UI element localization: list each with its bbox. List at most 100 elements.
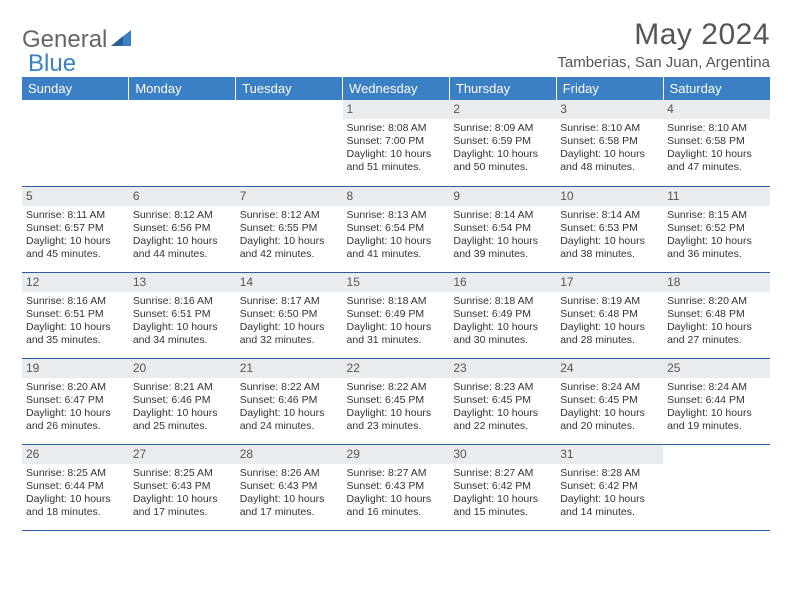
sunset-line: Sunset: 6:45 PM — [347, 394, 446, 407]
daylight-line: Daylight: 10 hours and 16 minutes. — [347, 493, 446, 519]
calendar-table: SundayMondayTuesdayWednesdayThursdayFrid… — [22, 77, 770, 531]
calendar-day-cell: 18 Sunrise: 8:20 AMSunset: 6:48 PMDayligh… — [663, 272, 770, 358]
calendar-day-cell: 14Sunrise: 8:17 AMSunset: 6:50 PMDayligh… — [236, 272, 343, 358]
sunrise-line: Sunrise: 8:10 AM — [560, 122, 659, 135]
calendar-day-cell: 8Sunrise: 8:13 AMSunset: 6:54 PMDaylight… — [343, 186, 450, 272]
weekday-header: Tuesday — [236, 77, 343, 100]
calendar-day-cell: 11Sunrise: 8:15 AMSunset: 6:52 PMDayligh… — [663, 186, 770, 272]
day-number: 16 — [449, 273, 556, 292]
sunset-line: Sunset: 6:43 PM — [133, 480, 232, 493]
daylight-line: Daylight: 10 hours and 17 minutes. — [240, 493, 339, 519]
calendar-day-cell: 10Sunrise: 8:14 AMSunset: 6:53 PMDayligh… — [556, 186, 663, 272]
calendar-week-row: 26Sunrise: 8:25 AMSunset: 6:44 PMDayligh… — [22, 444, 770, 530]
sunset-line: Sunset: 6:45 PM — [453, 394, 552, 407]
sunrise-line: Sunrise: 8:26 AM — [240, 467, 339, 480]
sunset-line: Sunset: 6:51 PM — [26, 308, 125, 321]
calendar-day-cell: 19Sunrise: 8:20 AMSunset: 6:47 PMDayligh… — [22, 358, 129, 444]
sunrise-line: Sunrise: 8:22 AM — [347, 381, 446, 394]
weekday-header: Saturday — [663, 77, 770, 100]
sunrise-line: Sunrise: 8:24 AM — [560, 381, 659, 394]
daylight-line: Daylight: 10 hours and 25 minutes. — [133, 407, 232, 433]
sunset-line: Sunset: 6:42 PM — [453, 480, 552, 493]
sunset-line: Sunset: 6:46 PM — [240, 394, 339, 407]
location: Tamberias, San Juan, Argentina — [557, 54, 770, 71]
sunrise-line: Sunrise: 8:27 AM — [453, 467, 552, 480]
daylight-line: Daylight: 10 hours and 17 minutes. — [133, 493, 232, 519]
weekday-header: Monday — [129, 77, 236, 100]
day-number: 12 — [22, 273, 129, 292]
daylight-line: Daylight: 10 hours and 50 minutes. — [453, 148, 552, 174]
calendar-day-cell: 22Sunrise: 8:22 AMSunset: 6:45 PMDayligh… — [343, 358, 450, 444]
calendar-body: 1Sunrise: 8:08 AMSunset: 7:00 PMDaylight… — [22, 100, 770, 530]
sunset-line: Sunset: 6:58 PM — [667, 135, 766, 148]
day-number: 7 — [236, 187, 343, 206]
calendar-day-cell: 20Sunrise: 8:21 AMSunset: 6:46 PMDayligh… — [129, 358, 236, 444]
calendar-day-cell: 12Sunrise: 8:16 AMSunset: 6:51 PMDayligh… — [22, 272, 129, 358]
sunset-line: Sunset: 6:44 PM — [26, 480, 125, 493]
sunrise-line: Sunrise: 8:27 AM — [347, 467, 446, 480]
calendar-day-cell: 3Sunrise: 8:10 AMSunset: 6:58 PMDaylight… — [556, 100, 663, 186]
calendar-day-cell — [236, 100, 343, 186]
sunset-line: Sunset: 6:48 PM — [560, 308, 659, 321]
sunset-line: Sunset: 6:43 PM — [240, 480, 339, 493]
sunset-line: Sunset: 6:46 PM — [133, 394, 232, 407]
weekday-header: Friday — [556, 77, 663, 100]
daylight-line: Daylight: 10 hours and 24 minutes. — [240, 407, 339, 433]
day-number: 22 — [343, 359, 450, 378]
sunrise-line: Sunrise: 8:25 AM — [133, 467, 232, 480]
sunrise-line: Sunrise: 8:14 AM — [560, 209, 659, 222]
daylight-line: Daylight: 10 hours and 19 minutes. — [667, 407, 766, 433]
daylight-line: Daylight: 10 hours and 34 minutes. — [133, 321, 232, 347]
sunset-line: Sunset: 6:45 PM — [560, 394, 659, 407]
daylight-line: Daylight: 10 hours and 32 minutes. — [240, 321, 339, 347]
weekday-header: Wednesday — [343, 77, 450, 100]
day-number: 18 — [663, 273, 770, 292]
calendar-day-cell: 28Sunrise: 8:26 AMSunset: 6:43 PMDayligh… — [236, 444, 343, 530]
sunset-line: Sunset: 6:49 PM — [347, 308, 446, 321]
sunrise-line: Sunrise: 8:20 AM — [26, 381, 125, 394]
day-number: 15 — [343, 273, 450, 292]
day-number: 23 — [449, 359, 556, 378]
sunrise-line: Sunrise: 8:19 AM — [560, 295, 659, 308]
day-number: 4 — [663, 100, 770, 119]
day-number: 21 — [236, 359, 343, 378]
calendar-day-cell — [22, 100, 129, 186]
day-number: 14 — [236, 273, 343, 292]
day-number: 20 — [129, 359, 236, 378]
daylight-line: Daylight: 10 hours and 26 minutes. — [26, 407, 125, 433]
sunrise-line: Sunrise: 8:08 AM — [347, 122, 446, 135]
calendar-day-cell: 6Sunrise: 8:12 AMSunset: 6:56 PMDaylight… — [129, 186, 236, 272]
calendar-day-cell: 4Sunrise: 8:10 AMSunset: 6:58 PMDaylight… — [663, 100, 770, 186]
daylight-line: Daylight: 10 hours and 30 minutes. — [453, 321, 552, 347]
day-number: 19 — [22, 359, 129, 378]
sunset-line: Sunset: 7:00 PM — [347, 135, 446, 148]
title-block: May 2024 Tamberias, San Juan, Argentina — [557, 18, 770, 71]
weekday-header-row: SundayMondayTuesdayWednesdayThursdayFrid… — [22, 77, 770, 100]
sunset-line: Sunset: 6:54 PM — [347, 222, 446, 235]
calendar-day-cell — [663, 444, 770, 530]
sunrise-line: Sunrise: 8:10 AM — [667, 122, 766, 135]
daylight-line: Daylight: 10 hours and 39 minutes. — [453, 235, 552, 261]
calendar-day-cell — [129, 100, 236, 186]
daylight-line: Daylight: 10 hours and 14 minutes. — [560, 493, 659, 519]
month-title: May 2024 — [557, 18, 770, 52]
calendar-day-cell: 5Sunrise: 8:11 AMSunset: 6:57 PMDaylight… — [22, 186, 129, 272]
daylight-line: Daylight: 10 hours and 27 minutes. — [667, 321, 766, 347]
calendar-week-row: 5Sunrise: 8:11 AMSunset: 6:57 PMDaylight… — [22, 186, 770, 272]
day-number: 27 — [129, 445, 236, 464]
day-number: 30 — [449, 445, 556, 464]
day-number: 2 — [449, 100, 556, 119]
daylight-line: Daylight: 10 hours and 18 minutes. — [26, 493, 125, 519]
sunrise-line: Sunrise: 8:20 AM — [667, 295, 766, 308]
day-number: 29 — [343, 445, 450, 464]
calendar-day-cell: 25Sunrise: 8:24 AMSunset: 6:44 PMDayligh… — [663, 358, 770, 444]
day-number: 6 — [129, 187, 236, 206]
daylight-line: Daylight: 10 hours and 51 minutes. — [347, 148, 446, 174]
daylight-line: Daylight: 10 hours and 20 minutes. — [560, 407, 659, 433]
sunrise-line: Sunrise: 8:28 AM — [560, 467, 659, 480]
calendar-day-cell: 23Sunrise: 8:23 AMSunset: 6:45 PMDayligh… — [449, 358, 556, 444]
sunset-line: Sunset: 6:48 PM — [667, 308, 766, 321]
day-number: 26 — [22, 445, 129, 464]
day-number: 31 — [556, 445, 663, 464]
day-number: 10 — [556, 187, 663, 206]
